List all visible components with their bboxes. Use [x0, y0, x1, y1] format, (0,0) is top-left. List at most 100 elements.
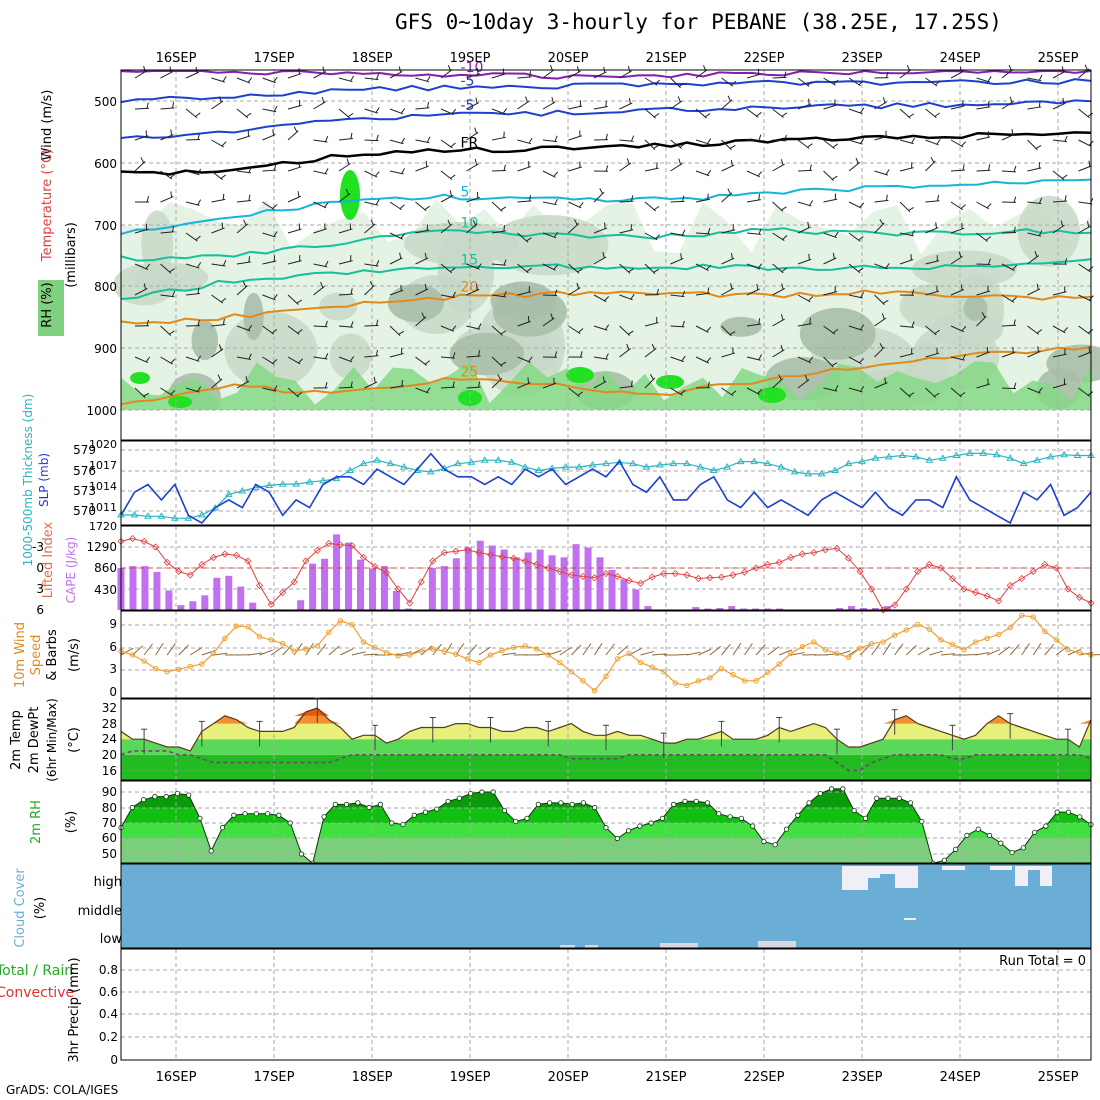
cape-bar [201, 595, 209, 610]
label-rh2m: 2m RH [29, 800, 44, 844]
wind-barb [134, 228, 149, 234]
wind-barb-feather [1084, 64, 1089, 71]
wind-barb [848, 77, 861, 87]
wind-barb-feather [784, 71, 787, 78]
wind-barb [619, 70, 632, 79]
wind-barb [976, 290, 991, 296]
wind-barb [925, 290, 940, 296]
wind-barb [950, 70, 964, 79]
label-cloud: Cloud Cover [13, 868, 28, 948]
lifted-index-point [1052, 564, 1060, 572]
cloud-background [121, 864, 1091, 948]
wind-barb [797, 379, 810, 389]
rh-point [738, 815, 744, 821]
wind-barb [899, 139, 914, 145]
thickness-point [804, 469, 812, 477]
wind-barb-feather [580, 351, 583, 358]
label-thickness: 1000-500mb Thickness (dm) [21, 394, 35, 567]
wind-barb-feather [833, 79, 839, 85]
wind-barb-feather [170, 358, 176, 364]
wind-barb-feather [706, 169, 712, 176]
wind-barb [772, 201, 784, 212]
wind-barb-feather [579, 202, 584, 208]
wind-barb-feather [860, 385, 865, 392]
rh-point [953, 846, 959, 852]
thickness-line [121, 452, 1091, 519]
wind-barb [338, 356, 353, 363]
label-lifted-index: Lifted Index [41, 521, 56, 598]
wind-barb-feather [681, 229, 686, 236]
wind-speed-point [868, 640, 875, 647]
cloud-high-block [880, 866, 895, 874]
wind-barb-feather [143, 392, 150, 397]
wind-barb [772, 232, 785, 242]
wind-barb-feather [248, 166, 252, 173]
lifted-index-point [256, 581, 264, 590]
wind-barb [364, 381, 378, 389]
wind-barb-feather [375, 199, 380, 205]
wind-barb-feather [243, 219, 247, 226]
wind-barb [644, 201, 657, 212]
lifted-index-point [660, 570, 668, 578]
cape-bar [321, 558, 329, 610]
wind-barb-feather [730, 252, 733, 260]
wind-barb-feather [757, 388, 763, 394]
wind-barb [466, 196, 480, 203]
wind-barb-feather [781, 283, 784, 290]
cape-bar [536, 549, 544, 610]
thickness-point [197, 510, 206, 518]
wind-barb-feather [576, 66, 580, 73]
lifted-index-point [359, 553, 368, 562]
wind-barb-feather [169, 330, 175, 335]
wind-barb [517, 291, 532, 296]
wind-barb [746, 288, 760, 296]
y-tick-thickness: 579 [73, 443, 96, 457]
wind-barb-feather [1036, 283, 1039, 290]
lifted-index-point [891, 601, 899, 609]
wind-barb-feather [525, 96, 528, 103]
thickness-point [992, 450, 1001, 458]
thickness-point [319, 476, 327, 484]
y-tick-temp: 20 [102, 748, 117, 762]
wind-barb [823, 170, 834, 182]
wind-barb [364, 170, 378, 178]
wind10m-barb [605, 643, 615, 656]
wind-barb [211, 294, 224, 304]
wind-speed-point [661, 669, 667, 675]
wind-barb [925, 387, 936, 399]
wind10m-barb [166, 643, 176, 656]
wind-barb-feather [500, 206, 507, 211]
wind-barb [542, 69, 555, 79]
wind-barb [415, 139, 430, 144]
wind-barb [338, 193, 351, 203]
thickness-point [265, 481, 274, 489]
wind-barb-feather [602, 252, 605, 259]
wind-barb [491, 136, 506, 141]
wind-barb-feather [449, 267, 456, 273]
wind-barb-feather [809, 317, 811, 324]
wind-barb [925, 200, 940, 203]
thickness-point [979, 449, 988, 456]
wind-barb-feather [376, 134, 379, 141]
wind10m-barb [732, 643, 742, 656]
wind-barb [262, 77, 276, 84]
x-tick-bottom: 22SEP [744, 1070, 785, 1085]
wind-barb-feather [808, 98, 810, 105]
lifted-index-point [348, 542, 356, 550]
wind-barb-feather [756, 283, 759, 290]
y-tick-li: 0 [36, 561, 44, 575]
rh-point [1054, 809, 1060, 815]
wind-barb-feather [350, 321, 354, 328]
wind-barb [670, 139, 682, 149]
wind-barb-feather [626, 158, 630, 165]
wind-barb [364, 77, 379, 81]
wind-barb-feather [858, 267, 864, 272]
y-tick-cloud: high [94, 875, 122, 890]
wind-barb-feather [706, 357, 712, 363]
wind-barb-feather [1038, 74, 1043, 81]
wind-barb [1078, 294, 1092, 302]
rh-point [795, 812, 801, 818]
wind-barb [874, 101, 887, 110]
wind10m-barb [247, 652, 262, 656]
